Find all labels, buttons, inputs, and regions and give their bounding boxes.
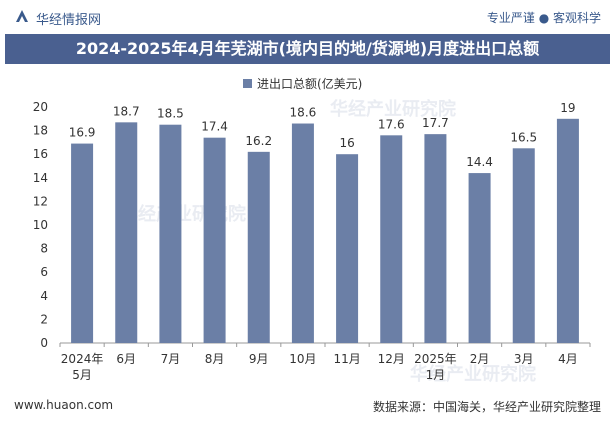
legend-label: 进出口总额(亿美元) [257,76,362,91]
x-tick-label: 5月 [72,368,92,382]
bar [512,148,535,343]
y-tick-label: 10 [33,218,48,232]
bar [291,123,314,343]
data-label: 16.9 [69,126,96,140]
brand-name: 华经情报网 [36,13,102,28]
data-label: 18.5 [157,107,184,121]
y-tick-label: 2 [40,312,48,326]
y-tick-label: 16 [33,147,48,161]
x-tick-label: 2024年 [61,352,104,366]
chart-title: 2024-2025年4月年芜湖市(境内目的地/货源地)月度进出口总额 [5,34,610,64]
bar-chart: 进出口总额(亿美元) 0 2 4 6 8 10 12 14 16 18 20 16.9 2024年 5月 18… [33,76,591,382]
bar [159,124,182,343]
data-label: 17.4 [201,120,228,134]
bar [115,122,138,343]
data-label: 16.5 [510,130,537,144]
y-tick-label: 0 [40,336,48,350]
bar [71,143,94,343]
bar [336,154,359,343]
watermark: 华经产业研究院 [330,99,456,120]
data-label: 16 [339,136,354,150]
y-tick-label: 12 [33,194,48,208]
x-tick-label: 11月 [333,352,360,366]
bar [556,118,579,343]
x-tick-label: 2025年 [414,352,457,366]
website-link[interactable]: www.huaon.com [14,398,114,412]
x-tick-label: 10月 [289,352,316,366]
bar [380,135,403,343]
data-label: 18.7 [113,104,140,118]
y-tick-label: 18 [33,124,48,138]
x-tick-label: 3月 [514,352,534,366]
legend-swatch [243,79,252,88]
bar [424,134,447,343]
x-tick-label: 4月 [558,352,578,366]
x-tick-label: 9月 [249,352,269,366]
tagline: 专业严谨 ● 客观科学 [486,11,601,25]
bar [468,173,491,343]
x-tick-label: 12月 [378,352,405,366]
data-label: 16.2 [245,134,272,148]
y-tick-label: 14 [33,171,48,185]
data-source: 数据来源：中国海关，华经产业研究院整理 [372,400,601,414]
top-bar: 华经情报网 专业严谨 ● 客观科学 [0,0,615,34]
data-label: 19 [560,101,575,115]
y-tick-label: 20 [33,100,48,114]
data-label: 18.6 [290,106,317,120]
data-label: 17.6 [378,117,405,131]
x-tick-label: 2月 [470,352,490,366]
data-label: 17.7 [422,116,449,130]
x-tick-label: 8月 [205,352,225,366]
x-tick-label: 6月 [116,352,136,366]
y-tick-label: 6 [40,265,48,279]
bar [203,137,226,343]
x-tick-label: 7月 [161,352,181,366]
watermark: 华经产业研究院 [410,364,536,385]
x-tick-label: 1月 [426,368,446,382]
y-tick-label: 8 [40,242,48,256]
bar [247,151,270,343]
logo-icon [16,10,28,22]
y-tick-label: 4 [40,289,48,303]
data-label: 14.4 [466,155,493,169]
